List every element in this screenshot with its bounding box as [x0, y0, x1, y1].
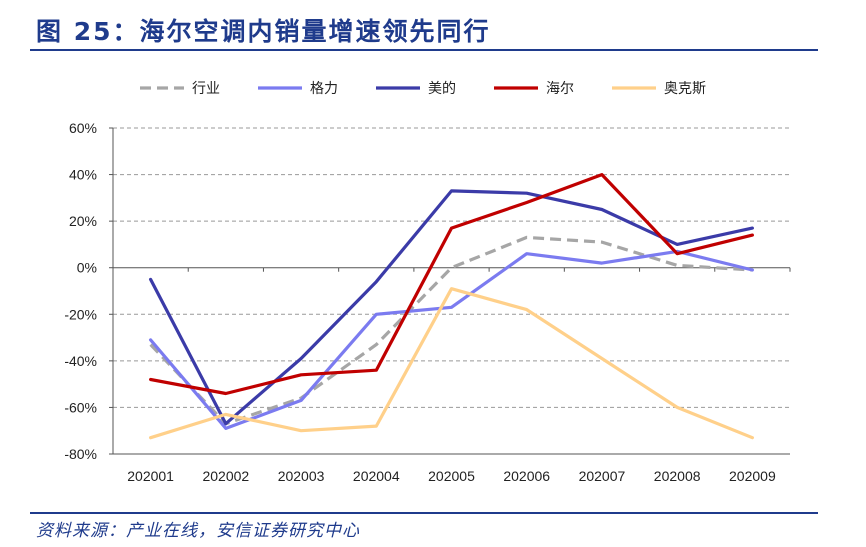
chart-series: [149, 173, 755, 440]
series-line-4: [149, 287, 755, 440]
legend-label-1: 格力: [310, 81, 338, 97]
x-axis-ticks: 202001 202002 202003 202004 202005 202006 2020…: [127, 468, 776, 484]
x-tick-label: 202007: [579, 468, 626, 484]
figure-title: 图 25：海尔空调内销量增速领先同行: [36, 17, 491, 46]
y-tick-label: -60%: [64, 399, 97, 415]
series-line-3: [149, 173, 755, 396]
chart-axes: [109, 127, 791, 455]
y-tick-label: 0%: [77, 260, 97, 276]
x-tick-label: 202001: [127, 468, 174, 484]
y-tick-label: -80%: [64, 446, 97, 462]
source-rule: [30, 512, 818, 514]
legend-label-0: 行业: [192, 81, 220, 97]
legend-label-3: 海尔: [546, 81, 574, 97]
chart-grid: [113, 127, 790, 408]
x-tick-label: 202002: [202, 468, 249, 484]
y-tick-label: -20%: [64, 306, 97, 322]
x-tick-label: 202004: [353, 468, 400, 484]
legend-label-2: 美的: [428, 81, 456, 97]
x-tick-label: 202009: [729, 468, 776, 484]
y-tick-label: 40%: [69, 167, 97, 183]
legend-label-4: 奥克斯: [664, 80, 706, 97]
series-line-2: [149, 189, 755, 426]
y-tick-label: -40%: [64, 353, 97, 369]
figure-source: 资料来源：产业在线，安信证券研究中心: [36, 521, 360, 541]
chart-legend: 行业 格力 美的 海尔 奥克斯: [140, 80, 706, 97]
x-tick-label: 202003: [278, 468, 325, 484]
x-tick-label: 202008: [654, 468, 701, 484]
series-line-0: [149, 235, 753, 426]
y-tick-label: 60%: [69, 120, 97, 136]
x-tick-label: 202005: [428, 468, 475, 484]
title-rule: [30, 49, 818, 51]
series-line-1: [149, 249, 755, 430]
y-axis-ticks: 60% 40% 20% 0% -20% -40% -60% -80%: [64, 120, 97, 462]
y-tick-label: 20%: [69, 213, 97, 229]
x-tick-label: 202006: [503, 468, 550, 484]
